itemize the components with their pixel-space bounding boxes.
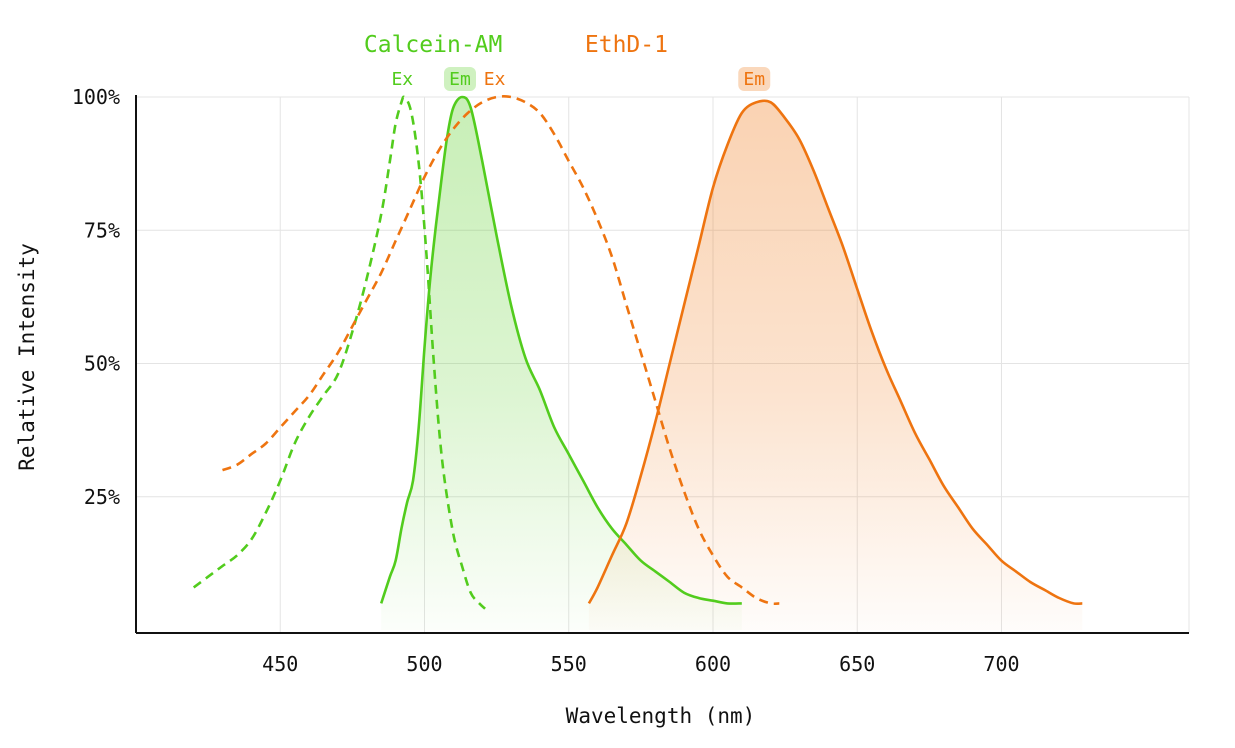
labels: Ex Em Ex Em Calcein-AM EthD-1 — [364, 32, 771, 91]
dye-title-ethd-1: EthD-1 — [585, 32, 668, 58]
y-tick-label: 50% — [84, 352, 120, 376]
y-tick-label: 100% — [72, 85, 120, 109]
x-tick-label: 550 — [551, 652, 587, 676]
series-line-ethd-1-ex — [222, 95, 780, 606]
series-label-highlight — [738, 67, 771, 91]
series-line-calcein-am-ex — [192, 95, 486, 610]
curve-fills — [381, 97, 1083, 630]
series-fill-calcein-am-em — [381, 97, 742, 630]
x-tick-label: 450 — [262, 652, 298, 676]
y-tick-label: 75% — [84, 218, 120, 242]
series-fill-ethd-1-em — [588, 100, 1083, 630]
x-axis-title: Wavelength (nm) — [566, 704, 756, 728]
series-label-calcein-am-em: Em — [449, 69, 471, 90]
series-label-calcein-am-ex: Ex — [391, 69, 413, 90]
dye-title-calcein-am: Calcein-AM — [364, 32, 502, 58]
x-tick-label: 600 — [695, 652, 731, 676]
series-label-ethd-1-ex: Ex — [484, 69, 506, 90]
series-line-calcein-am-em — [379, 95, 742, 605]
x-tick-label: 700 — [983, 652, 1019, 676]
x-tick-label: 500 — [406, 652, 442, 676]
series-line-ethd-1-em — [587, 99, 1083, 606]
y-axis-title: Relative Intensity — [15, 243, 39, 471]
series-label-ethd-1-em: Em — [743, 69, 765, 90]
series-label-highlight — [443, 67, 476, 91]
curve-lines — [192, 95, 1083, 610]
x-tick-label: 650 — [839, 652, 875, 676]
axes: 450 500 550 600 650 700 25% 50% 75% 100% Wavelengt… — [15, 85, 1189, 728]
y-tick-label: 25% — [84, 485, 120, 509]
